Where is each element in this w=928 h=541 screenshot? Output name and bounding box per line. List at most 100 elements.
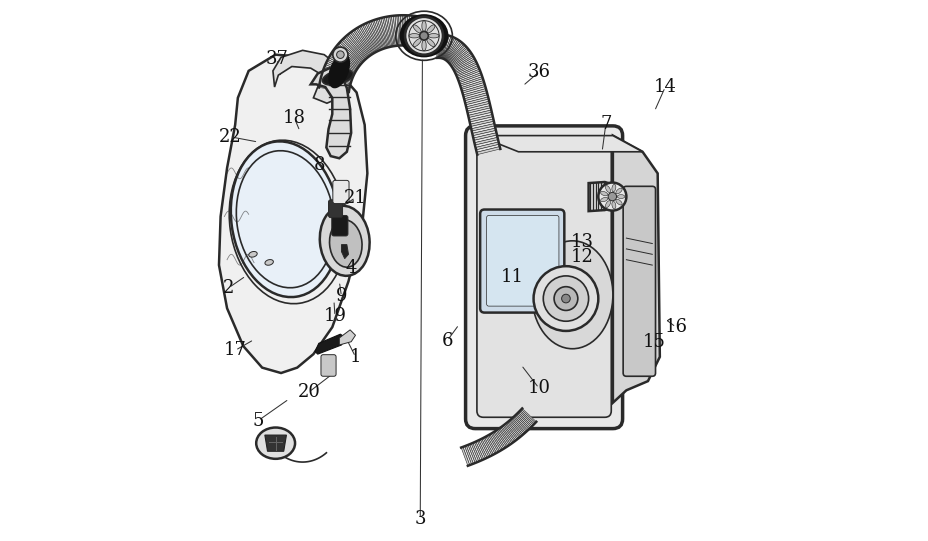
Polygon shape [418, 17, 426, 48]
Polygon shape [470, 119, 494, 127]
Polygon shape [356, 28, 373, 54]
Ellipse shape [612, 184, 615, 192]
Polygon shape [478, 439, 488, 458]
Polygon shape [457, 68, 479, 78]
Circle shape [543, 276, 588, 321]
Polygon shape [396, 15, 400, 45]
Polygon shape [372, 20, 383, 49]
Polygon shape [472, 130, 496, 138]
Polygon shape [455, 64, 478, 75]
Polygon shape [450, 51, 470, 66]
Polygon shape [469, 113, 492, 120]
Polygon shape [407, 16, 411, 45]
Polygon shape [445, 42, 462, 61]
Polygon shape [462, 446, 471, 465]
Polygon shape [340, 41, 363, 63]
Polygon shape [446, 43, 463, 62]
Polygon shape [449, 50, 470, 65]
Polygon shape [505, 423, 518, 439]
Polygon shape [310, 68, 351, 159]
Polygon shape [375, 19, 386, 48]
Polygon shape [452, 56, 473, 69]
Polygon shape [319, 82, 349, 89]
Circle shape [332, 47, 348, 62]
Polygon shape [464, 93, 487, 101]
Polygon shape [471, 128, 496, 136]
Polygon shape [513, 416, 527, 431]
Ellipse shape [532, 241, 612, 349]
Ellipse shape [329, 54, 349, 88]
Polygon shape [438, 34, 441, 58]
Polygon shape [323, 68, 352, 80]
Polygon shape [319, 83, 349, 90]
Polygon shape [442, 36, 451, 58]
Polygon shape [469, 115, 493, 122]
Polygon shape [475, 144, 499, 152]
Ellipse shape [319, 206, 369, 276]
Polygon shape [441, 35, 447, 58]
Polygon shape [458, 73, 481, 83]
Polygon shape [456, 65, 478, 77]
Polygon shape [463, 91, 486, 99]
Polygon shape [359, 26, 375, 53]
Circle shape [419, 31, 428, 40]
Circle shape [598, 182, 625, 210]
Polygon shape [339, 330, 355, 345]
Ellipse shape [421, 21, 426, 31]
Polygon shape [402, 15, 404, 45]
Polygon shape [476, 147, 500, 155]
Polygon shape [344, 36, 366, 60]
Polygon shape [405, 15, 407, 45]
Polygon shape [502, 425, 515, 441]
Polygon shape [486, 435, 497, 453]
Text: 15: 15 [642, 333, 665, 351]
Polygon shape [342, 245, 348, 259]
Polygon shape [453, 59, 475, 71]
Polygon shape [412, 16, 419, 47]
Polygon shape [460, 447, 470, 466]
Polygon shape [322, 72, 351, 83]
Polygon shape [388, 16, 393, 47]
Polygon shape [377, 18, 387, 48]
Circle shape [608, 193, 616, 201]
Polygon shape [474, 137, 497, 145]
Text: 37: 37 [265, 50, 288, 68]
Text: 13: 13 [570, 233, 593, 252]
Ellipse shape [616, 195, 625, 199]
Ellipse shape [264, 260, 273, 265]
FancyBboxPatch shape [332, 180, 349, 203]
Text: 19: 19 [323, 307, 346, 325]
Ellipse shape [230, 141, 340, 297]
Polygon shape [461, 84, 484, 93]
Polygon shape [362, 24, 377, 52]
Polygon shape [461, 83, 484, 91]
Text: 2: 2 [223, 279, 234, 297]
Polygon shape [324, 67, 353, 79]
Polygon shape [493, 431, 505, 448]
FancyBboxPatch shape [476, 137, 611, 417]
Text: 36: 36 [527, 63, 550, 81]
Polygon shape [612, 136, 659, 403]
Polygon shape [366, 23, 379, 51]
Polygon shape [512, 417, 526, 432]
Text: 6: 6 [441, 332, 453, 349]
Polygon shape [495, 431, 506, 448]
Polygon shape [337, 44, 361, 64]
Ellipse shape [322, 70, 353, 85]
Polygon shape [470, 117, 493, 124]
Polygon shape [328, 57, 354, 73]
Circle shape [561, 294, 570, 303]
Polygon shape [354, 29, 372, 55]
Polygon shape [329, 54, 356, 71]
Polygon shape [342, 38, 364, 61]
Polygon shape [445, 39, 458, 60]
Polygon shape [350, 31, 369, 57]
Text: 21: 21 [343, 189, 367, 207]
Polygon shape [332, 50, 358, 68]
Polygon shape [491, 433, 502, 451]
Polygon shape [347, 34, 367, 58]
Polygon shape [335, 47, 359, 67]
Polygon shape [480, 439, 490, 457]
Polygon shape [465, 97, 488, 105]
Text: 12: 12 [570, 248, 593, 266]
